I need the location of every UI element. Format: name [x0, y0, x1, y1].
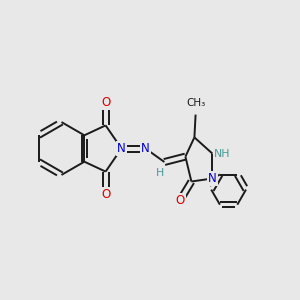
- Text: NH: NH: [214, 148, 230, 159]
- Text: O: O: [101, 188, 110, 201]
- Text: N: N: [208, 172, 217, 185]
- Text: H: H: [155, 168, 164, 178]
- Text: CH₃: CH₃: [186, 98, 205, 108]
- Text: N: N: [141, 142, 150, 155]
- Text: O: O: [101, 96, 110, 109]
- Text: O: O: [176, 194, 184, 207]
- Text: N: N: [117, 142, 126, 155]
